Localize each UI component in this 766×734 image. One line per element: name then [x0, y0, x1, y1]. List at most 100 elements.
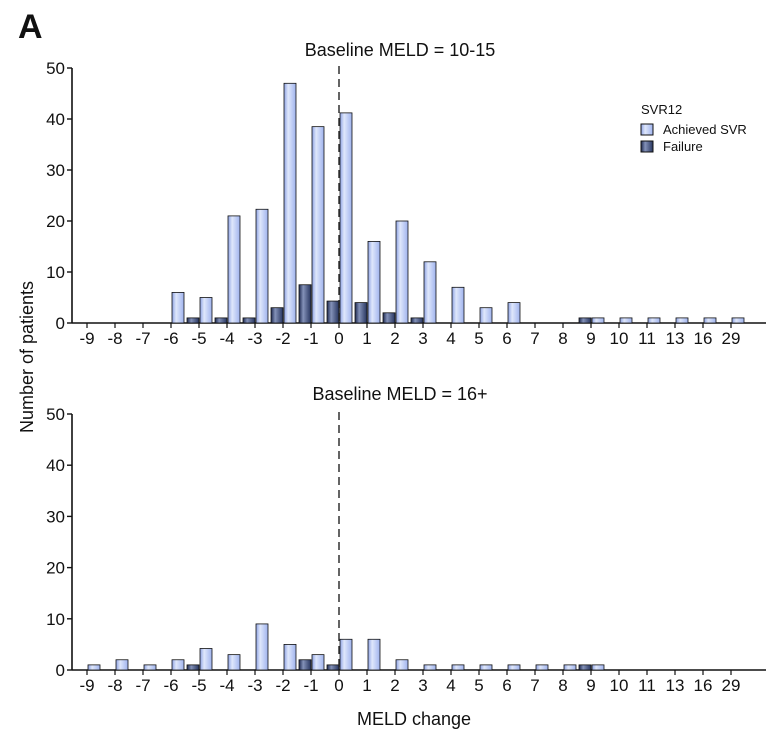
- x-tick-label: -3: [247, 676, 262, 695]
- bar-achieved-svr: [451, 664, 465, 671]
- x-tick-label: -6: [163, 676, 178, 695]
- bar-achieved-svr: [423, 261, 437, 324]
- bar-achieved-svr: [395, 220, 409, 324]
- bar-achieved-svr: [451, 286, 465, 324]
- x-tick-label: 6: [502, 676, 511, 695]
- x-tick-label: 9: [586, 676, 595, 695]
- x-tick-label: 5: [474, 676, 483, 695]
- legend-title: SVR12: [641, 102, 682, 117]
- legend-label-failure: Failure: [663, 139, 703, 154]
- x-tick-label: 1: [362, 676, 371, 695]
- y-tick-label: 20: [46, 559, 65, 578]
- bar-achieved-svr: [199, 297, 213, 324]
- x-tick-label: 16: [694, 329, 713, 348]
- bar-failure: [578, 664, 592, 671]
- bar-failure: [270, 307, 284, 324]
- x-tick-label: -7: [135, 329, 150, 348]
- x-tick-label: -6: [163, 329, 178, 348]
- bar-achieved-svr: [619, 317, 633, 324]
- x-tick-label: -9: [79, 329, 94, 348]
- bar-achieved-svr: [675, 317, 689, 324]
- y-tick-label: 50: [46, 59, 65, 78]
- y-tick-label: 10: [46, 263, 65, 282]
- bar-achieved-svr: [507, 664, 521, 671]
- bar-achieved-svr: [143, 664, 157, 671]
- bar-failure: [354, 302, 368, 324]
- x-tick-label: -2: [275, 676, 290, 695]
- x-tick-label: -1: [303, 329, 318, 348]
- bar-achieved-svr: [563, 664, 577, 671]
- x-tick-label: -2: [275, 329, 290, 348]
- y-tick-label: 0: [56, 661, 65, 680]
- bar-achieved-svr: [283, 644, 297, 671]
- x-tick-label: 16: [694, 676, 713, 695]
- bar-failure: [326, 664, 340, 671]
- x-tick-label: 4: [446, 329, 455, 348]
- bar-achieved-svr: [227, 215, 241, 324]
- bar-failure: [578, 317, 592, 324]
- bar-failure: [186, 317, 200, 324]
- legend-swatch-achieved: [640, 123, 654, 136]
- bar-achieved-svr: [395, 659, 409, 671]
- x-tick-label: 7: [530, 329, 539, 348]
- chart-title: Baseline MELD = 16+: [312, 384, 487, 404]
- x-tick-label: 1: [362, 329, 371, 348]
- bar-achieved-svr: [255, 208, 269, 324]
- bar-achieved-svr: [283, 82, 297, 324]
- x-tick-label: 29: [722, 329, 741, 348]
- bar-achieved-svr: [535, 664, 549, 671]
- y-axis-label: Number of patients: [17, 281, 37, 433]
- bar-achieved-svr: [479, 307, 493, 324]
- bar-failure: [214, 317, 228, 324]
- x-tick-label: -7: [135, 676, 150, 695]
- bar-achieved-svr: [507, 302, 521, 324]
- x-tick-label: -8: [107, 676, 122, 695]
- bar-achieved-svr: [311, 126, 325, 324]
- x-tick-label: 7: [530, 676, 539, 695]
- x-axis-label: MELD change: [357, 709, 471, 729]
- y-tick-label: 0: [56, 314, 65, 333]
- x-tick-label: 13: [666, 676, 685, 695]
- x-tick-label: 3: [418, 676, 427, 695]
- y-tick-label: 40: [46, 110, 65, 129]
- x-tick-label: 4: [446, 676, 455, 695]
- x-tick-label: -8: [107, 329, 122, 348]
- x-tick-label: 0: [334, 676, 343, 695]
- bar-achieved-svr: [227, 654, 241, 671]
- y-tick-label: 10: [46, 610, 65, 629]
- bar-failure: [242, 317, 256, 324]
- bar-achieved-svr: [115, 659, 129, 671]
- legend-label-achieved: Achieved SVR: [663, 122, 747, 137]
- x-tick-label: 2: [390, 329, 399, 348]
- x-tick-label: 0: [334, 329, 343, 348]
- x-tick-label: -4: [219, 676, 234, 695]
- y-tick-label: 20: [46, 212, 65, 231]
- chart-title: Baseline MELD = 10-15: [305, 40, 496, 60]
- bar-achieved-svr: [367, 638, 381, 671]
- bar-failure: [326, 300, 340, 324]
- bar-achieved-svr: [87, 664, 101, 671]
- bar-failure: [382, 312, 396, 324]
- x-tick-label: 3: [418, 329, 427, 348]
- bar-achieved-svr: [367, 240, 381, 324]
- x-tick-label: 8: [558, 676, 567, 695]
- bar-achieved-svr: [591, 317, 605, 324]
- bar-achieved-svr: [339, 638, 353, 671]
- bar-achieved-svr: [255, 623, 269, 671]
- x-tick-label: 8: [558, 329, 567, 348]
- x-tick-label: 10: [610, 329, 629, 348]
- bar-achieved-svr: [591, 664, 605, 671]
- legend-swatch-failure: [640, 140, 654, 153]
- x-tick-label: 10: [610, 676, 629, 695]
- y-tick-label: 40: [46, 456, 65, 475]
- panel-letter: A: [18, 8, 43, 46]
- x-tick-label: -1: [303, 676, 318, 695]
- bar-failure: [298, 659, 312, 671]
- bar-failure: [298, 284, 312, 324]
- bar-failure: [186, 664, 200, 671]
- x-tick-label: -5: [191, 329, 206, 348]
- bar-failure: [410, 317, 424, 324]
